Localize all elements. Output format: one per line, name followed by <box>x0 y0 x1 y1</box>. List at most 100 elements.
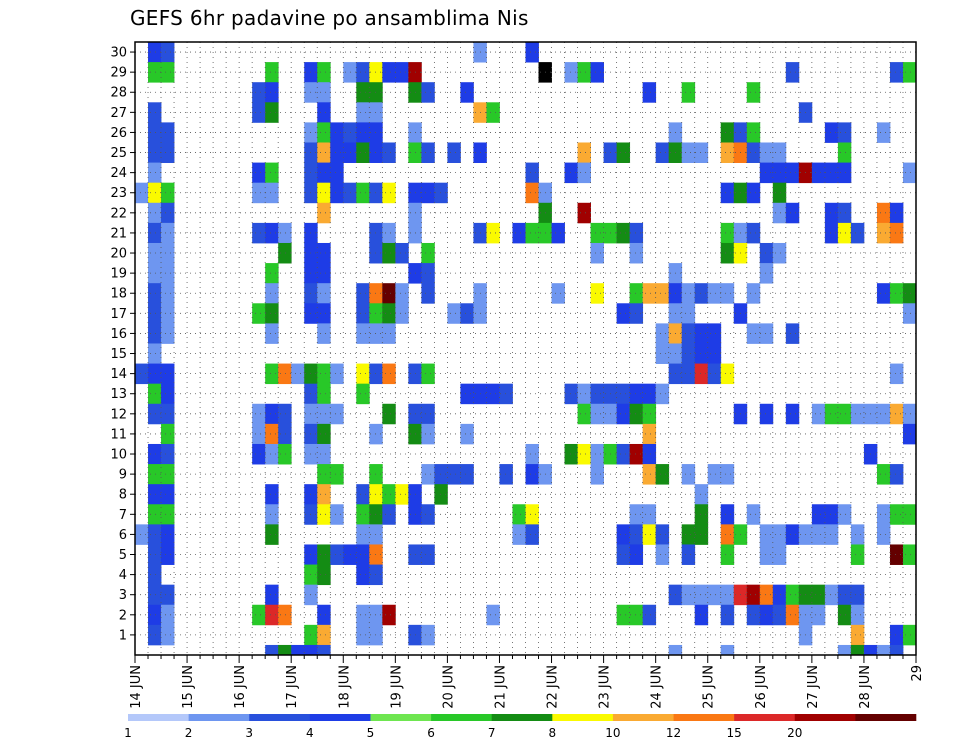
heatmap-cell <box>356 363 370 385</box>
heatmap-cell <box>590 443 604 465</box>
heatmap-cell <box>889 464 904 485</box>
heatmap-cell <box>824 202 839 224</box>
colorbar-label: 1 <box>124 726 132 740</box>
heatmap-cell <box>642 283 657 304</box>
grid-layer <box>135 42 916 655</box>
heatmap-cell <box>629 303 644 324</box>
heatmap-cell <box>616 142 631 163</box>
heatmap-cell <box>382 242 396 264</box>
heatmap-cell <box>421 504 435 525</box>
heatmap-cell <box>135 182 149 204</box>
heatmap-cell <box>616 303 631 324</box>
heatmap-cell <box>265 403 279 425</box>
heatmap-cell <box>837 584 852 606</box>
y-tick-label: 4 <box>119 568 127 583</box>
heatmap-cell <box>460 82 474 103</box>
colorbar-swatch <box>734 714 796 721</box>
heatmap-cell <box>265 363 279 385</box>
heatmap-cell <box>148 484 162 505</box>
y-tick-label: 5 <box>119 548 127 563</box>
heatmap-cell <box>317 182 331 204</box>
heatmap-cell <box>161 182 175 204</box>
x-tick-label: 26 JUN <box>754 665 769 709</box>
heatmap-cell <box>317 484 331 505</box>
heatmap-cell <box>616 383 631 405</box>
heatmap-cell <box>330 142 344 163</box>
heatmap-cell <box>278 242 292 264</box>
heatmap-cell <box>785 584 800 606</box>
heatmap-cell <box>148 102 162 123</box>
heatmap-cell <box>382 142 396 163</box>
heatmap-cell <box>148 42 162 63</box>
heatmap-cell <box>499 383 513 405</box>
heatmap-cell <box>525 162 539 184</box>
heatmap-cell <box>772 162 787 184</box>
heatmap-cell <box>577 142 591 163</box>
heatmap-cell <box>369 504 383 525</box>
heatmap-cell <box>759 323 774 344</box>
heatmap-cell <box>161 544 175 565</box>
heatmap-cell <box>525 504 539 525</box>
heatmap-cell <box>811 524 826 545</box>
heatmap-cell <box>629 403 644 425</box>
heatmap-cell <box>161 604 175 626</box>
y-tick-label: 24 <box>110 166 127 181</box>
heatmap-cell <box>590 383 604 405</box>
heatmap-cell <box>369 62 383 83</box>
y-tick-label: 15 <box>110 347 127 362</box>
heatmap-cell <box>356 504 370 525</box>
heatmap-cell <box>135 363 149 385</box>
heatmap-cell <box>720 122 735 143</box>
heatmap-cell <box>148 383 162 405</box>
heatmap-cell <box>486 222 500 244</box>
y-tick-label: 23 <box>110 186 127 201</box>
heatmap-cell <box>889 544 904 565</box>
heatmap-cell <box>421 624 435 646</box>
heatmap-cell <box>265 222 279 244</box>
heatmap-cell <box>148 363 162 385</box>
heatmap-cell <box>694 504 709 525</box>
heatmap-cell <box>902 162 917 184</box>
y-tick-label: 8 <box>119 488 127 503</box>
heatmap-cell <box>148 303 162 324</box>
heatmap-cell <box>317 162 331 184</box>
x-tick-label: 19 JUN <box>389 665 404 709</box>
heatmap-cell <box>720 363 735 385</box>
heatmap-cell <box>642 383 657 405</box>
heatmap-cell <box>317 242 331 264</box>
heatmap-cell <box>343 544 357 565</box>
heatmap-cell <box>655 544 670 565</box>
heatmap-cell <box>291 644 305 656</box>
heatmap-cell <box>629 604 644 626</box>
y-tick-label: 6 <box>119 528 127 543</box>
y-tick-label: 12 <box>110 407 127 422</box>
y-tick-label: 22 <box>110 206 127 221</box>
heatmap-cell <box>343 62 357 83</box>
heatmap-cell <box>889 62 904 83</box>
heatmap-cell <box>681 303 696 324</box>
colorbar-label: 10 <box>605 726 620 740</box>
heatmap-cell <box>876 504 891 525</box>
heatmap-cell <box>278 604 292 626</box>
heatmap-cell <box>720 544 735 565</box>
y-tick-label: 7 <box>119 508 127 523</box>
heatmap-cell <box>746 142 761 163</box>
heatmap-cell <box>317 423 331 445</box>
heatmap-cell <box>330 122 344 143</box>
heatmap-cell <box>382 182 396 204</box>
heatmap-cell <box>304 644 318 656</box>
heatmap-cell <box>681 544 696 565</box>
heatmap-cell <box>161 363 175 385</box>
heatmap-cell <box>564 62 578 83</box>
heatmap-cell <box>746 182 761 204</box>
heatmap-cell <box>148 62 162 83</box>
heatmap-cell <box>317 303 331 324</box>
heatmap-cell <box>317 564 331 586</box>
heatmap-cell <box>694 524 709 545</box>
heatmap-cell <box>278 423 292 445</box>
heatmap-cell <box>330 363 344 385</box>
heatmap-cell <box>629 222 644 244</box>
heatmap-cell <box>681 343 696 364</box>
heatmap-cell <box>421 464 435 485</box>
heatmap-cell <box>252 182 266 204</box>
